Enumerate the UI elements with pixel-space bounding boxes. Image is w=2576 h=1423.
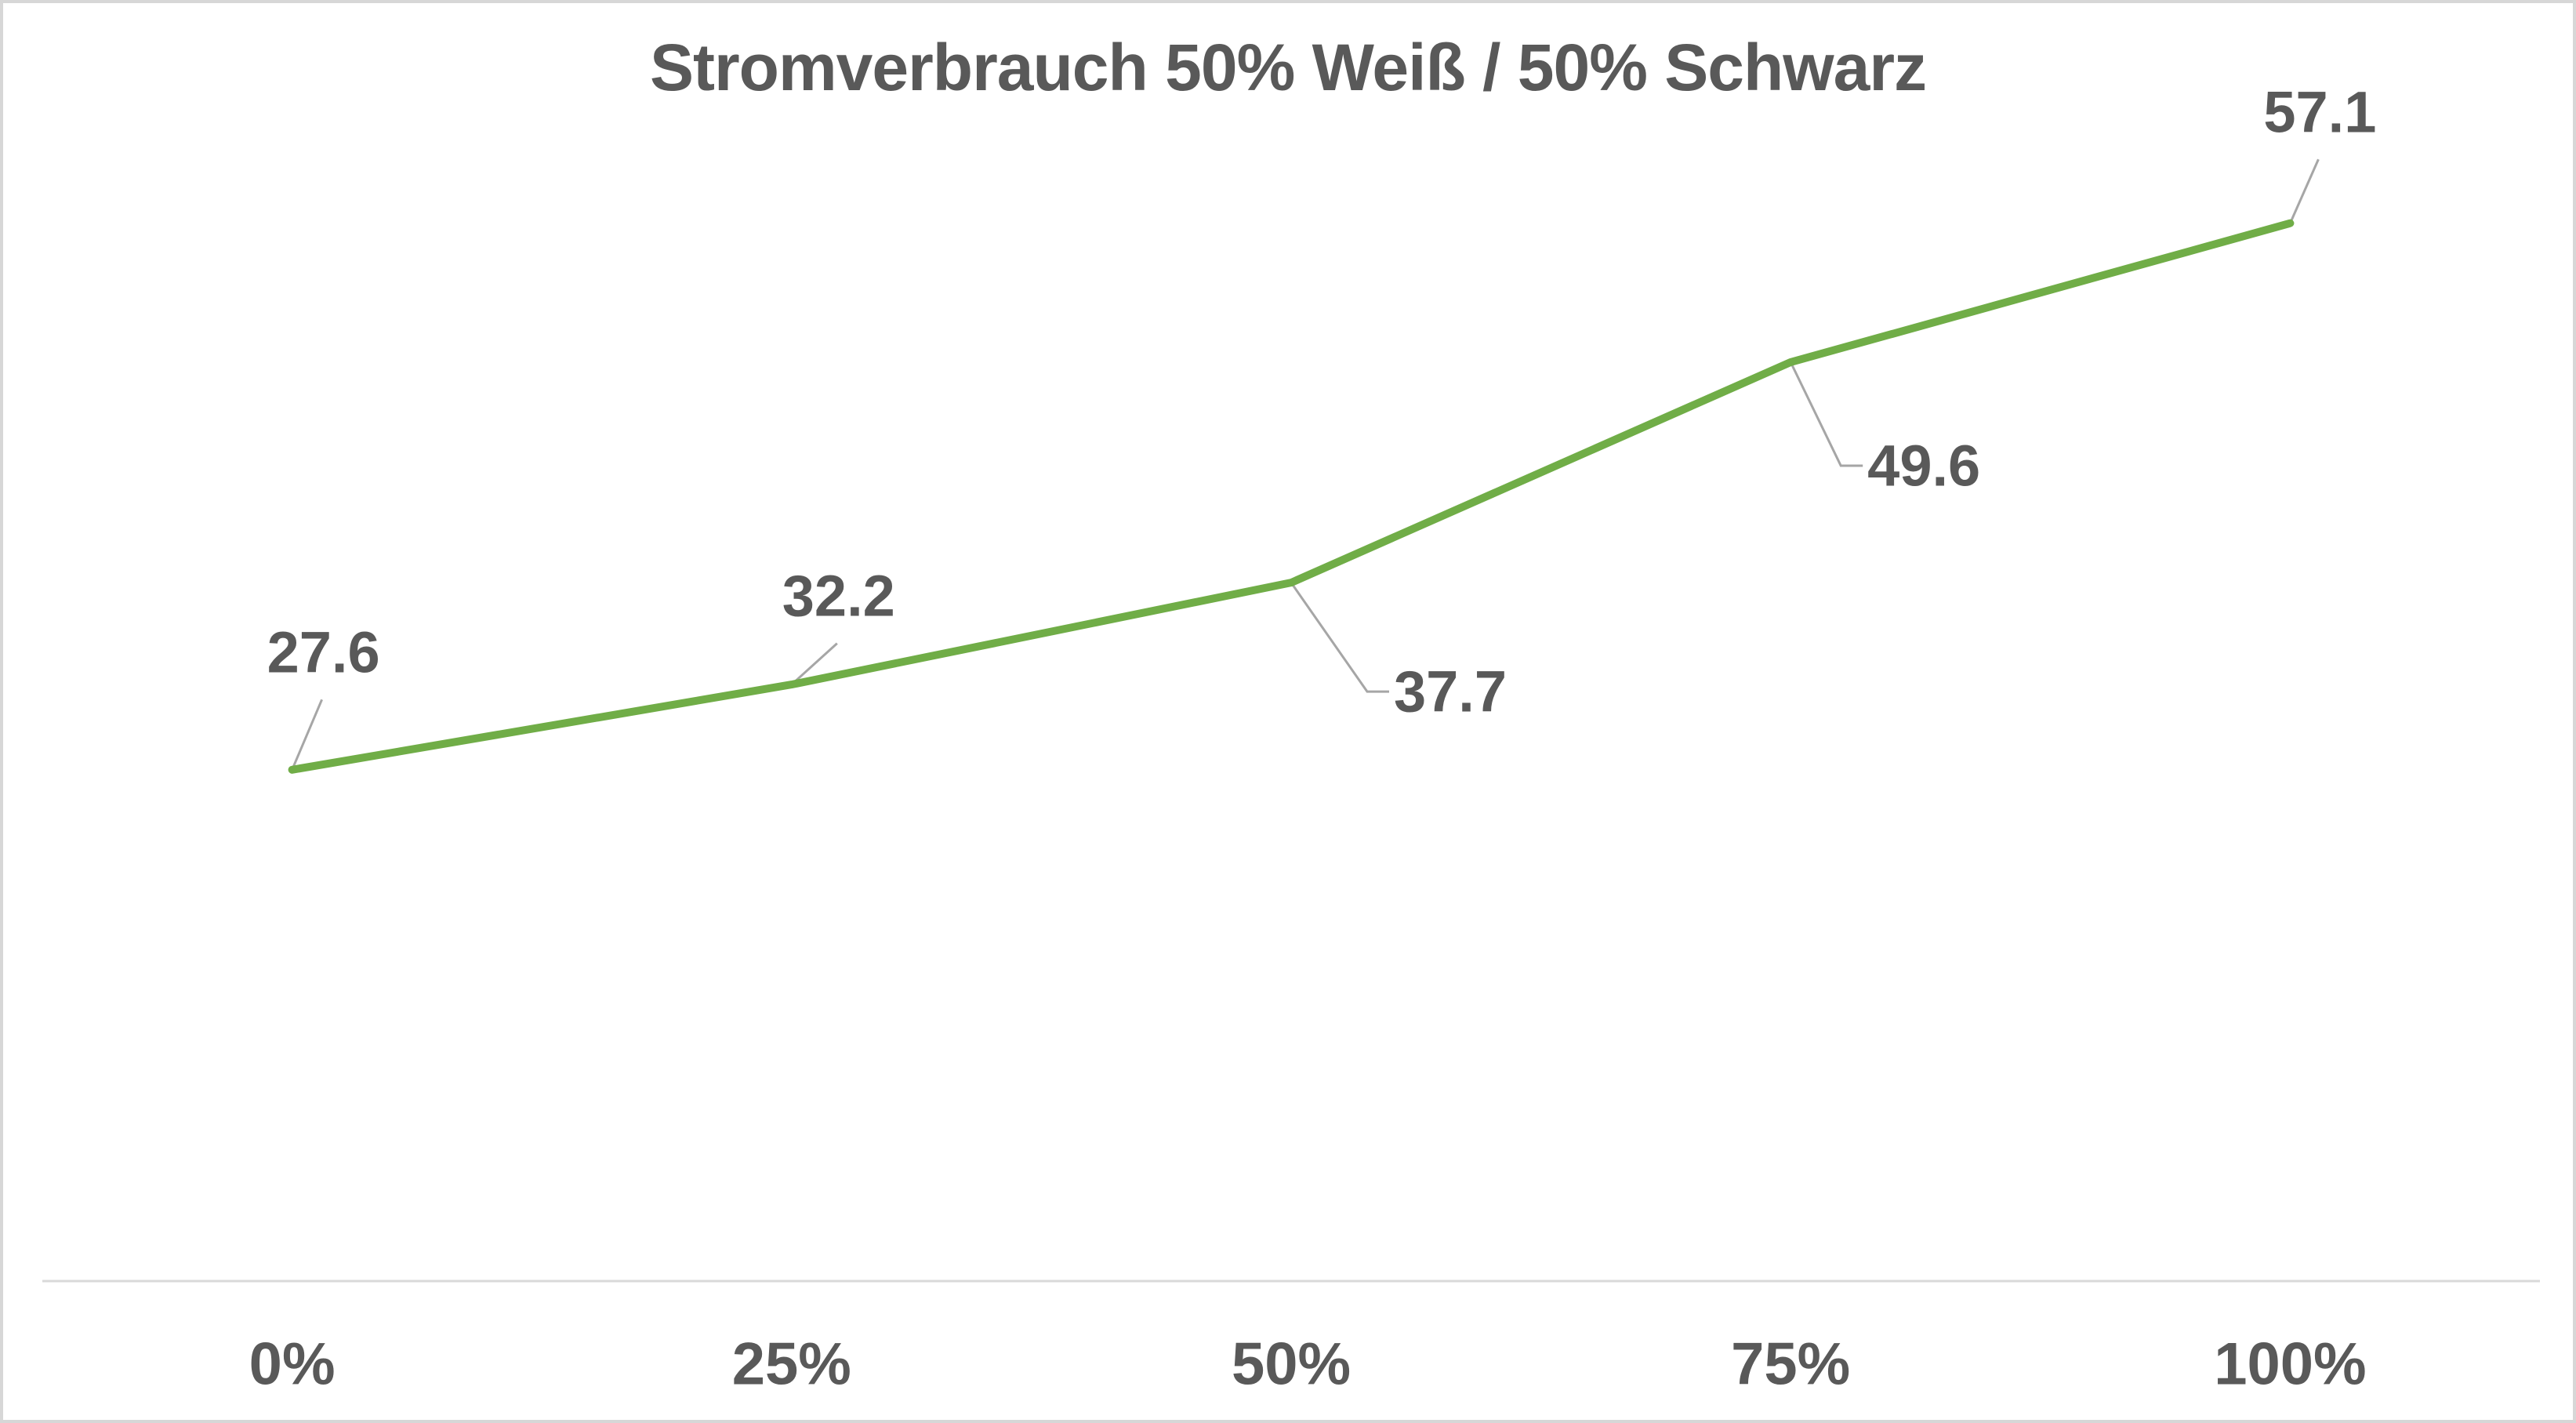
series-line [288,219,2295,774]
leader-line [2289,158,2320,224]
line-chart-canvas [42,158,2540,1283]
leader-line [291,699,323,771]
chart-title: Stromverbrauch 50% Weiß / 50% Schwarz [649,31,1927,104]
leader-line [1290,582,1389,693]
leader-line [1789,361,1863,467]
leader-line [790,642,838,686]
